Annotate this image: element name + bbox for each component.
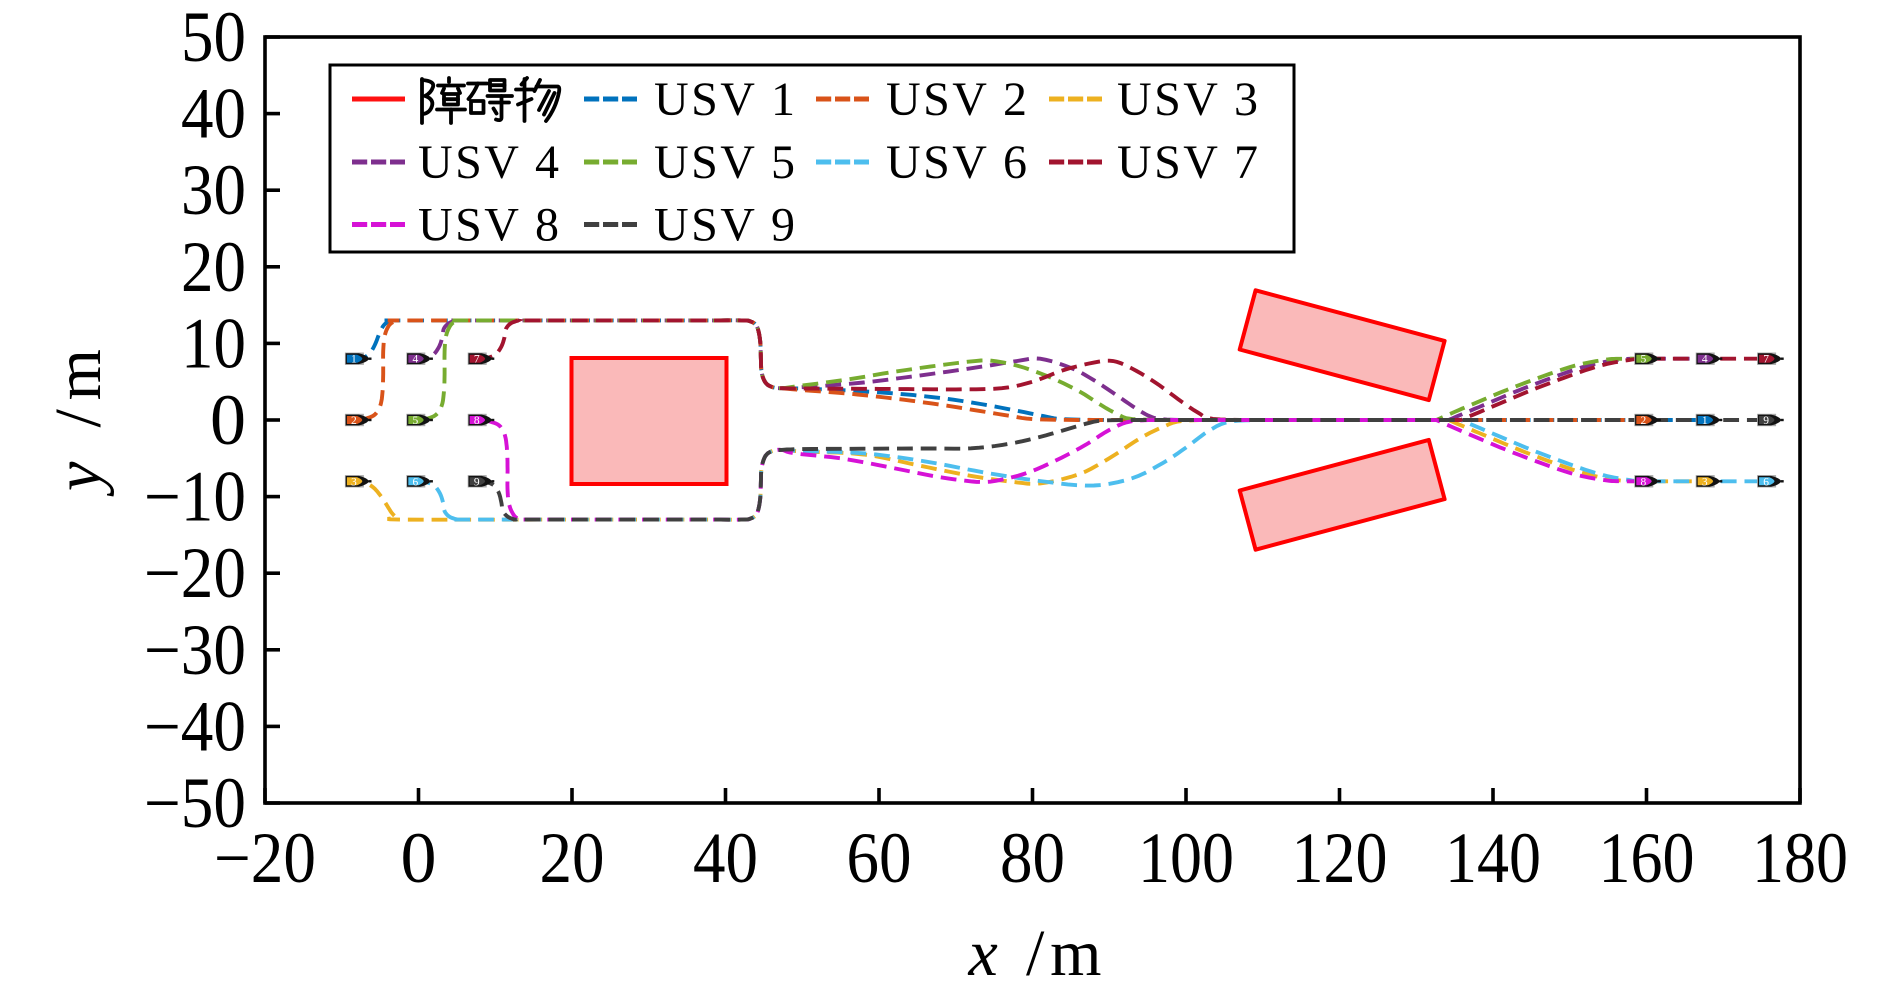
svg-text:8: 8: [474, 415, 480, 427]
svg-text:80: 80: [1000, 818, 1065, 898]
svg-text:9: 9: [1763, 415, 1769, 427]
svg-text:4: 4: [1702, 354, 1708, 366]
svg-text:30: 30: [181, 150, 246, 230]
svg-text:7: 7: [1763, 354, 1769, 366]
svg-text:USV 1: USV 1: [654, 73, 795, 126]
svg-text:USV 7: USV 7: [1117, 136, 1258, 189]
svg-text:120: 120: [1292, 818, 1388, 898]
svg-text:2: 2: [351, 415, 357, 427]
svg-text:180: 180: [1752, 818, 1848, 898]
svg-text:50: 50: [181, 0, 246, 77]
svg-text:40: 40: [181, 74, 246, 154]
svg-text:USV 5: USV 5: [654, 136, 795, 189]
svg-text:x /m: x /m: [968, 917, 1102, 981]
svg-text:1: 1: [1702, 415, 1708, 427]
svg-text:6: 6: [412, 476, 418, 488]
svg-text:USV 4: USV 4: [418, 136, 559, 189]
svg-text:140: 140: [1445, 818, 1541, 898]
svg-text:2: 2: [1640, 415, 1646, 427]
svg-text:160: 160: [1599, 818, 1695, 898]
svg-text:USV 2: USV 2: [886, 73, 1027, 126]
svg-text:60: 60: [847, 818, 912, 898]
svg-text:0: 0: [401, 818, 437, 898]
svg-text:20: 20: [540, 818, 605, 898]
svg-text:5: 5: [412, 415, 418, 427]
svg-text:40: 40: [693, 818, 758, 898]
svg-text:3: 3: [351, 476, 357, 488]
svg-text:1: 1: [351, 354, 357, 366]
svg-text:7: 7: [474, 354, 480, 366]
svg-text:9: 9: [474, 476, 480, 488]
svg-text:USV 8: USV 8: [418, 199, 559, 252]
svg-text:3: 3: [1702, 476, 1708, 488]
svg-text:−10: −10: [144, 457, 246, 537]
svg-text:USV 3: USV 3: [1117, 73, 1258, 126]
svg-text:100: 100: [1138, 818, 1234, 898]
svg-text:−40: −40: [144, 686, 246, 766]
svg-text:y /m: y /m: [42, 349, 115, 497]
svg-text:6: 6: [1763, 476, 1769, 488]
svg-text:−30: −30: [144, 610, 246, 690]
svg-text:10: 10: [181, 303, 246, 383]
svg-text:USV 6: USV 6: [886, 136, 1027, 189]
svg-text:8: 8: [1640, 476, 1646, 488]
svg-text:5: 5: [1640, 354, 1646, 366]
svg-text:USV 9: USV 9: [654, 199, 795, 252]
svg-text:−20: −20: [144, 533, 246, 613]
svg-text:4: 4: [412, 354, 418, 366]
svg-text:0: 0: [210, 380, 246, 460]
svg-text:−50: −50: [144, 763, 246, 843]
svg-text:−20: −20: [214, 818, 316, 898]
svg-text:20: 20: [181, 227, 246, 307]
